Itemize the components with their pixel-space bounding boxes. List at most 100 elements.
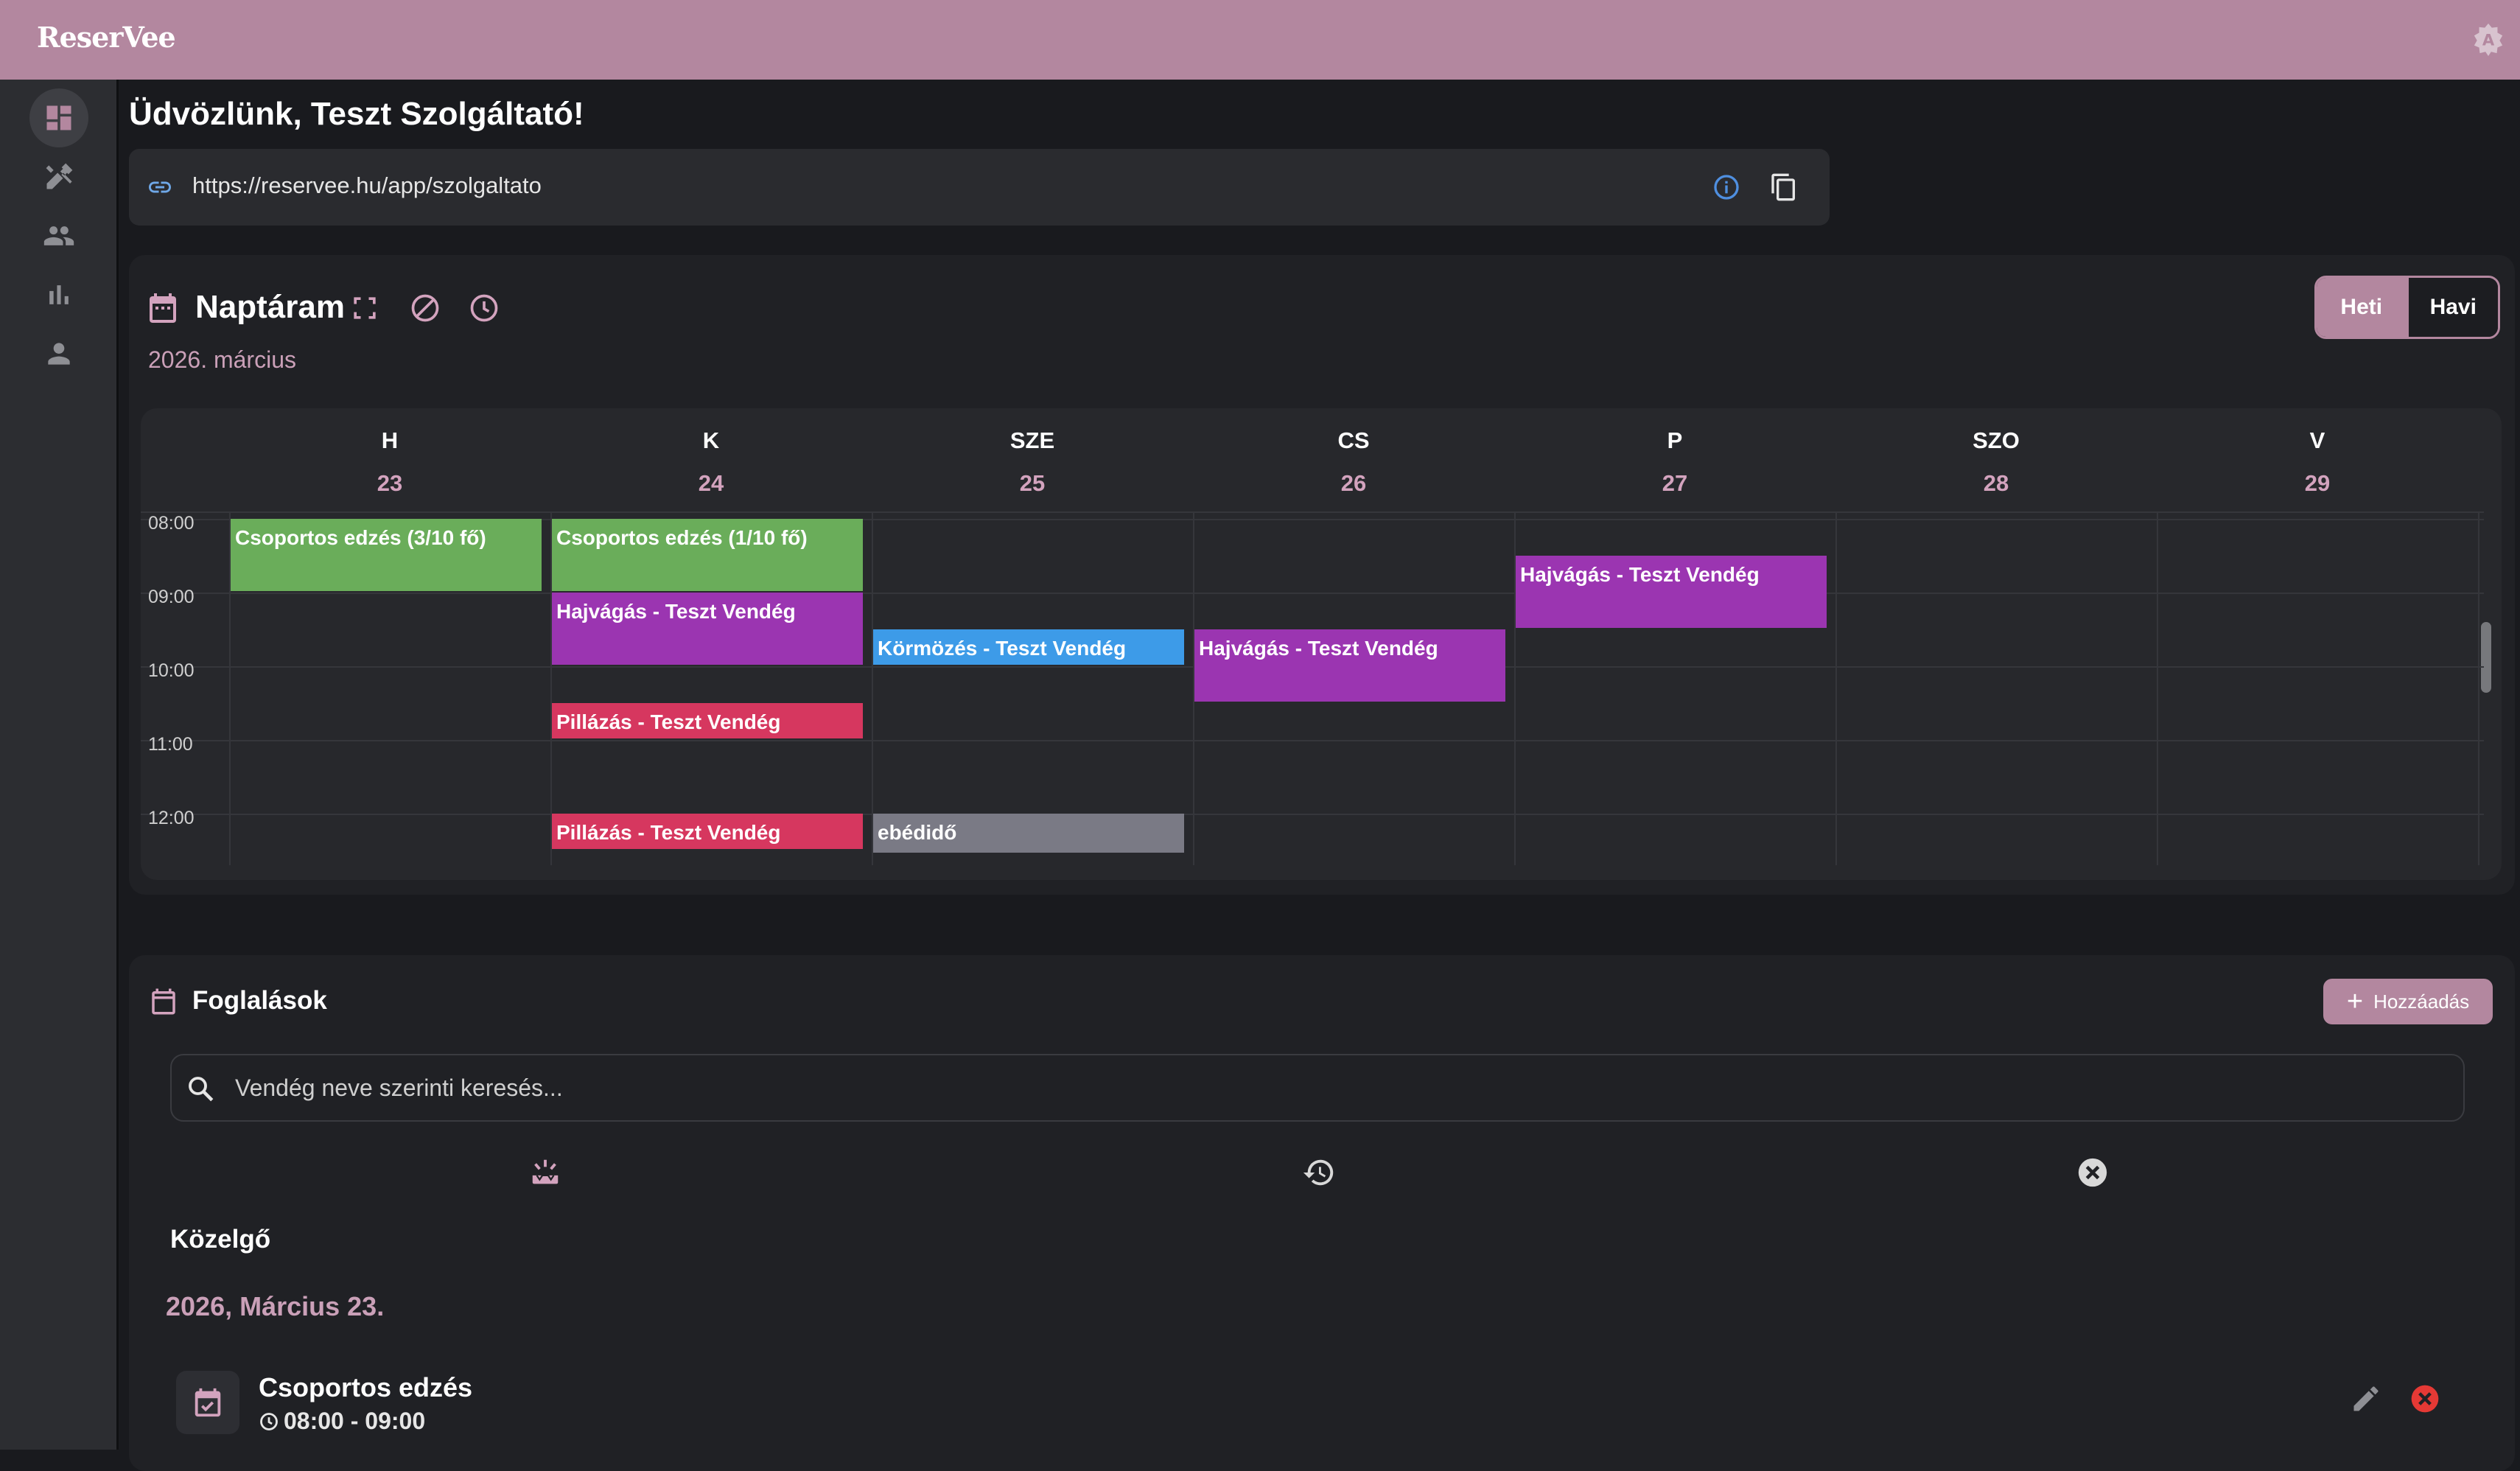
day-name: V	[2309, 427, 2325, 453]
search-icon	[189, 1077, 214, 1102]
grid-line	[872, 511, 873, 865]
day-name: H	[381, 427, 399, 453]
grid-line	[141, 740, 2484, 741]
info-icon[interactable]	[1712, 172, 1741, 202]
grid-line	[229, 511, 231, 865]
calendar-icon	[150, 293, 176, 323]
calendar-check-icon	[195, 1388, 221, 1417]
calendar-event[interactable]: Körmözés - Teszt Vendég	[873, 629, 1184, 665]
tools-icon	[46, 163, 73, 189]
add-booking-label: Hozzáadás	[2373, 990, 2470, 1013]
grid-line	[1193, 511, 1194, 865]
people-icon	[43, 226, 74, 245]
section-upcoming: Közelgő	[170, 1225, 271, 1254]
date-heading: 2026, Március 23.	[166, 1291, 385, 1321]
calendar-card: Naptáram 2026. március Heti Havi H 23 K 24 S…	[129, 255, 2515, 895]
link-icon	[149, 181, 171, 193]
grid-line	[1514, 511, 1516, 865]
account-icon[interactable]: A	[2471, 22, 2505, 56]
add-booking-button[interactable]: + Hozzáadás	[2323, 979, 2493, 1024]
week-view-button[interactable]: Heti	[2317, 278, 2407, 337]
day-date: 23	[377, 470, 403, 496]
calendar-event[interactable]: Hajvágás - Teszt Vendég	[552, 593, 863, 665]
calendar-event[interactable]: ebédidő	[873, 814, 1184, 853]
upcoming-filter-icon[interactable]	[528, 1156, 562, 1189]
time-label: 11:00	[148, 734, 193, 755]
day-name: SZE	[1009, 427, 1055, 453]
view-toggle: Heti Havi	[2314, 276, 2500, 339]
grid-line	[1835, 511, 1837, 865]
clock-icon[interactable]	[468, 292, 500, 324]
edit-icon[interactable]	[2350, 1383, 2382, 1415]
day-date: 25	[1019, 470, 1046, 496]
booking-item-title[interactable]: Csoportos edzés	[259, 1372, 473, 1402]
top-bar: ReserVee A	[0, 0, 2520, 80]
person-icon	[48, 343, 70, 365]
public-link-bar: https://reservee.hu/app/szolgaltato	[129, 149, 1830, 226]
calendar-event[interactable]: Csoportos edzés (3/10 fő)	[231, 519, 542, 591]
day-date: 27	[1662, 470, 1688, 496]
day-name: SZO	[1973, 427, 2020, 453]
booking-item-time: 08:00 - 09:00	[259, 1408, 425, 1435]
grid-line	[550, 511, 552, 865]
bar-chart-icon	[49, 285, 69, 304]
calendar-event[interactable]: Hajvágás - Teszt Vendég	[1194, 629, 1505, 702]
day-header[interactable]: SZO 28	[1835, 427, 2157, 497]
week-grid: H 23 K 24 SZE 25 CS 26 P 27 SZO 28 V 29 08:00 09:00 10:0…	[141, 408, 2502, 880]
search-input[interactable]: Vendég neve szerinti keresés...	[170, 1054, 2465, 1122]
grid-line	[2478, 511, 2479, 865]
day-header[interactable]: K 24	[550, 427, 872, 497]
calendar-icon	[152, 988, 175, 1015]
calendar-title: Naptáram	[195, 289, 345, 325]
day-date: 28	[1983, 470, 2009, 496]
sidebar-item-profile[interactable]	[29, 324, 88, 383]
time-label: 08:00	[148, 513, 195, 534]
calendar-event[interactable]: Pillázás - Teszt Vendég	[552, 814, 863, 849]
month-view-button[interactable]: Havi	[2406, 278, 2498, 337]
sidebar-item-statistics[interactable]	[29, 265, 88, 324]
grid-line	[141, 519, 2484, 520]
main-content: Üdvözlünk, Teszt Szolgáltató! https://re…	[119, 80, 2520, 1471]
day-header[interactable]: P 27	[1514, 427, 1835, 497]
sidebar-item-clients[interactable]	[29, 206, 88, 265]
bookings-title: Foglalások	[192, 986, 327, 1015]
sidebar-item-services[interactable]	[29, 147, 88, 206]
sidebar-item-dashboard[interactable]	[29, 88, 88, 147]
calendar-event[interactable]: Pillázás - Teszt Vendég	[552, 703, 863, 738]
day-header[interactable]: CS 26	[1193, 427, 1514, 497]
day-date: 24	[698, 470, 724, 496]
booking-item-icon	[176, 1371, 239, 1434]
booking-item-time-text: 08:00 - 09:00	[284, 1408, 426, 1434]
grid-line	[141, 593, 2484, 594]
clock-icon	[260, 1413, 278, 1430]
day-date: 29	[2304, 470, 2331, 496]
cancelled-filter-icon[interactable]	[2076, 1156, 2110, 1189]
bookings-card: Foglalások + Hozzáadás Vendég neve szeri…	[129, 955, 2515, 1471]
history-icon[interactable]	[1302, 1156, 1336, 1189]
day-header[interactable]: SZE 25	[872, 427, 1193, 497]
grid-line	[141, 814, 2484, 815]
time-label: 12:00	[148, 808, 195, 828]
app-logo[interactable]: ReserVee	[37, 21, 176, 54]
day-date: 26	[1340, 470, 1367, 496]
copy-icon[interactable]	[1769, 172, 1799, 202]
time-label: 10:00	[148, 660, 195, 681]
block-icon[interactable]	[409, 292, 441, 324]
page-title: Üdvözlünk, Teszt Szolgáltató!	[129, 96, 584, 132]
delete-icon[interactable]	[2409, 1383, 2441, 1415]
search-placeholder: Vendég neve szerinti keresés...	[235, 1075, 563, 1101]
calendar-month: 2026. március	[148, 346, 296, 373]
calendar-event[interactable]: Hajvágás - Teszt Vendég	[1516, 556, 1827, 628]
plus-icon: +	[2346, 986, 2364, 1017]
scrollbar[interactable]	[2481, 622, 2491, 693]
grid-line	[2157, 511, 2158, 865]
public-link-url[interactable]: https://reservee.hu/app/szolgaltato	[192, 172, 542, 198]
day-header[interactable]: H 23	[229, 427, 550, 497]
day-header[interactable]: V 29	[2157, 427, 2478, 497]
time-label: 09:00	[148, 587, 195, 607]
calendar-event[interactable]: Csoportos edzés (1/10 fő)	[552, 519, 863, 591]
day-name: K	[702, 427, 720, 453]
day-name: CS	[1337, 427, 1370, 453]
fullscreen-icon[interactable]	[349, 292, 381, 324]
sidebar	[0, 80, 119, 1450]
